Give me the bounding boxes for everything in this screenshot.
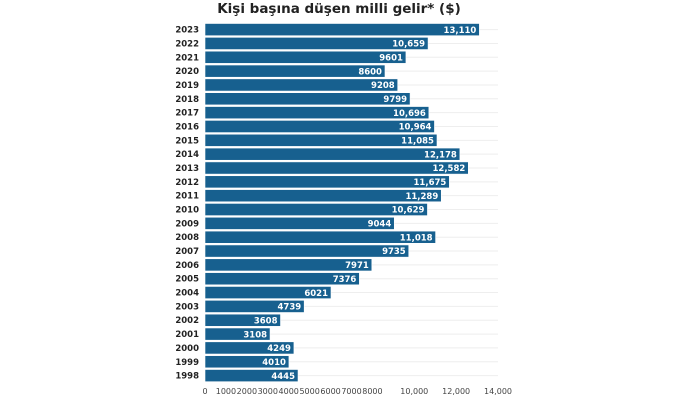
y-tick-label: 1998 — [175, 372, 199, 382]
bar-2008 — [204, 230, 436, 244]
bar-2004 — [204, 286, 332, 299]
x-tick-label: 1000 — [216, 387, 236, 396]
x-tick-label: 10,000 — [400, 387, 428, 396]
bar-2003 — [204, 299, 305, 313]
y-tick-label: 2007 — [175, 247, 199, 257]
bar-2007 — [204, 244, 410, 258]
x-tick-label: 6000 — [320, 387, 340, 396]
bar-2006 — [204, 258, 373, 272]
data-label: 9601 — [379, 53, 403, 63]
data-label: 12,178 — [424, 150, 457, 160]
data-label: 11,085 — [401, 137, 434, 147]
data-label: 3108 — [243, 330, 267, 340]
y-tick-label: 2013 — [175, 164, 199, 174]
x-tick-label: 7000 — [341, 387, 361, 396]
bar-1999 — [204, 355, 290, 369]
data-label: 7376 — [333, 275, 357, 285]
bar-2014 — [204, 147, 461, 161]
x-tick-label: 4000 — [279, 387, 299, 396]
y-tick-label: 2011 — [175, 192, 199, 202]
data-label: 13,110 — [444, 26, 477, 36]
bar-1998 — [204, 369, 299, 382]
x-tick-label: 12,000 — [442, 387, 470, 396]
data-label: 9735 — [382, 247, 406, 257]
bar-2022 — [204, 37, 429, 50]
y-tick-label: 2008 — [175, 233, 199, 243]
bar-2019 — [204, 78, 399, 92]
bar-2011 — [204, 189, 442, 203]
data-label: 10,696 — [393, 109, 426, 119]
y-tick-label: 2016 — [175, 122, 199, 132]
bar-2020 — [204, 64, 386, 78]
bar-2016 — [204, 120, 435, 133]
chart-title: Kişi başına düşen milli gelir* ($) — [217, 1, 461, 17]
x-tick-label: 8000 — [362, 387, 382, 396]
bar-2018 — [204, 92, 411, 106]
y-tick-label: 2023 — [175, 26, 199, 36]
bar-2023 — [204, 23, 480, 36]
y-tick-label: 1999 — [175, 358, 199, 368]
data-label: 9208 — [371, 81, 395, 91]
y-tick-label: 2006 — [175, 261, 199, 271]
data-label: 6021 — [304, 289, 328, 299]
data-label: 4010 — [262, 358, 286, 368]
bar-2010 — [204, 203, 428, 216]
y-tick-label: 2010 — [175, 206, 199, 216]
bar-2015 — [204, 133, 438, 147]
y-tick-label: 2009 — [175, 219, 199, 229]
y-tick-label: 2000 — [175, 344, 199, 354]
y-tick-label: 2002 — [175, 316, 199, 326]
y-tick-label: 2019 — [175, 81, 199, 91]
y-tick-label: 2017 — [175, 109, 199, 119]
bar-2000 — [204, 341, 295, 355]
data-label: 8600 — [358, 67, 382, 77]
data-label: 10,964 — [399, 123, 432, 133]
y-tick-label: 2020 — [175, 67, 199, 77]
data-label: 4739 — [278, 303, 302, 313]
y-tick-label: 2022 — [175, 39, 199, 49]
bar-2005 — [204, 272, 360, 286]
data-label: 7971 — [345, 261, 369, 271]
x-tick-label: 0 — [202, 387, 207, 396]
y-tick-label: 2014 — [175, 150, 199, 160]
data-label: 11,289 — [405, 192, 438, 202]
bar-2021 — [204, 50, 407, 64]
y-tick-label: 2018 — [175, 95, 199, 105]
y-tick-label: 2003 — [175, 302, 199, 312]
x-tick-label: 2000 — [237, 387, 257, 396]
bar-2013 — [204, 161, 469, 175]
data-label: 10,659 — [392, 40, 425, 50]
data-label: 3608 — [254, 316, 278, 326]
x-tick-label: 3000 — [258, 387, 278, 396]
x-tick-label: 5000 — [299, 387, 319, 396]
data-label: 10,629 — [392, 206, 425, 216]
y-tick-label: 2012 — [175, 178, 199, 188]
y-tick-label: 2004 — [175, 289, 199, 299]
x-tick-label: 14,000 — [484, 387, 512, 396]
data-label: 11,675 — [414, 178, 447, 188]
y-tick-label: 2021 — [175, 53, 199, 63]
y-tick-label: 2015 — [175, 136, 199, 146]
y-tick-label: 2001 — [175, 330, 199, 340]
bar-2001 — [204, 327, 271, 341]
data-label: 11,018 — [400, 233, 433, 243]
data-label: 4445 — [271, 372, 295, 382]
data-label: 9799 — [383, 95, 407, 105]
bar-2017 — [204, 106, 430, 120]
data-label: 4249 — [267, 344, 291, 354]
bar-2002 — [204, 313, 281, 327]
data-label: 12,582 — [433, 164, 466, 174]
bar-2012 — [204, 175, 450, 189]
data-label: 9044 — [368, 220, 392, 230]
y-tick-label: 2005 — [175, 275, 199, 285]
bar-2009 — [204, 216, 395, 230]
